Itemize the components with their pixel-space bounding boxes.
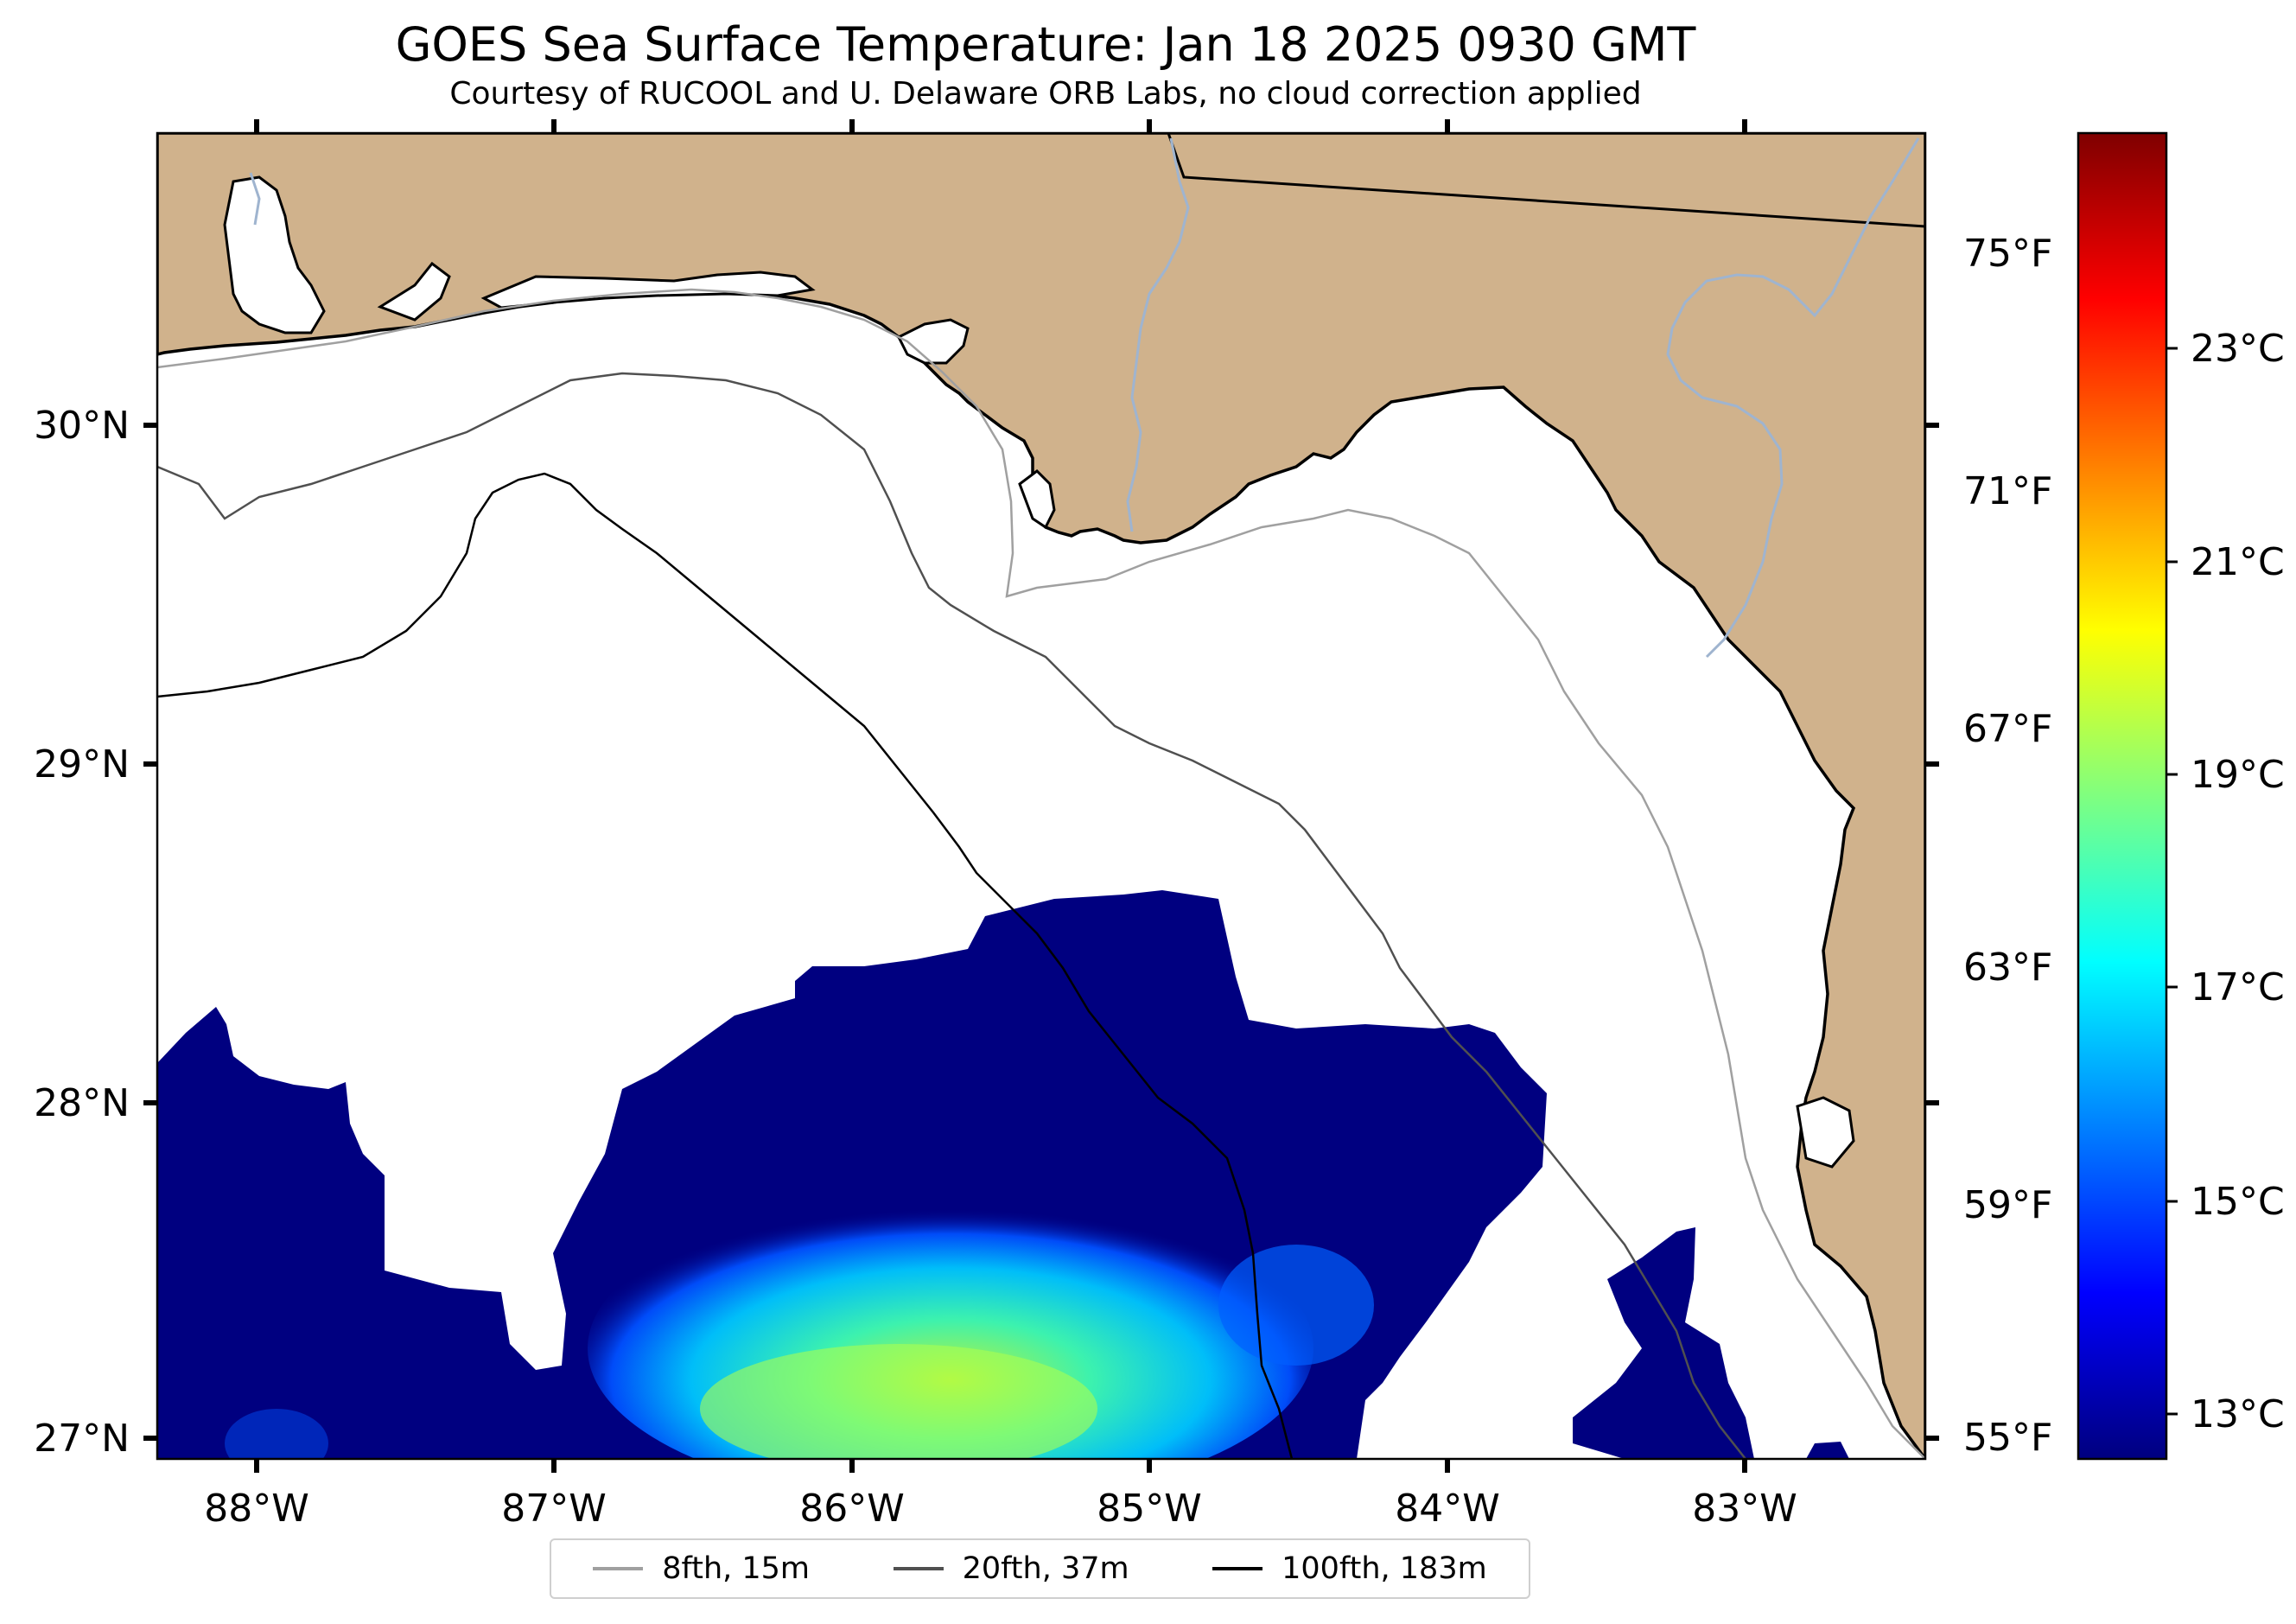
degC-label: 13°C (2191, 1392, 2285, 1436)
legend-swatch (593, 1567, 644, 1570)
degF-label: 55°F (1963, 1416, 2052, 1460)
sst-cool-edge (1218, 1245, 1374, 1366)
sst-cold-patch (1573, 1227, 1754, 1459)
florida-bay-west (1796, 1096, 1855, 1169)
sst-cold-patch-2 (1806, 1442, 1849, 1459)
isobath-legend: 8fth, 15m 20fth, 37m 100fth, 183m (550, 1538, 1530, 1599)
lat-label: 29°N (34, 742, 130, 787)
legend-item-20fth: 20fth, 37m (893, 1551, 1129, 1586)
isobath-20fth (157, 372, 1746, 1459)
lon-label: 85°W (1097, 1487, 1202, 1531)
legend-label: 100fth, 183m (1282, 1551, 1487, 1586)
legend-label: 8fth, 15m (662, 1551, 811, 1586)
degC-label: 21°C (2191, 540, 2285, 584)
legend-item-8fth: 8fth, 15m (593, 1551, 810, 1586)
lon-label: 86°W (799, 1487, 905, 1531)
mobile-bay (223, 175, 326, 334)
fahrenheit-labels: 75°F 71°F 67°F 63°F 59°F 55°F (1963, 232, 2052, 1460)
degF-label: 71°F (1963, 469, 2052, 513)
legend-swatch (1212, 1567, 1263, 1570)
lon-label: 83°W (1692, 1487, 1797, 1531)
degF-label: 63°F (1963, 946, 2052, 990)
isobath-100fth (157, 472, 1294, 1459)
degF-label: 67°F (1963, 707, 2052, 751)
degC-label: 17°C (2191, 965, 2285, 1009)
map-frame (156, 131, 1927, 1461)
colorbar (2077, 131, 2168, 1461)
legend-swatch (893, 1567, 944, 1570)
apalachicola-bay (1018, 469, 1056, 530)
pensacola-bay (377, 261, 451, 322)
colorbar-ticks (2166, 347, 2178, 1416)
rivers (249, 137, 1920, 659)
sst-warm-core (700, 1344, 1097, 1459)
lon-label: 84°W (1395, 1487, 1500, 1531)
latitude-labels: 30°N 29°N 28°N 27°N (34, 404, 130, 1461)
degC-label: 23°C (2191, 327, 2285, 371)
lon-label: 88°W (204, 1487, 309, 1531)
map-area (157, 133, 1925, 1459)
lat-label: 30°N (34, 404, 130, 448)
celsius-labels: 23°C 21°C 19°C 17°C 15°C 13°C (2191, 327, 2285, 1436)
legend-item-100fth: 100fth, 183m (1212, 1551, 1487, 1586)
sst-cool-edge-2 (225, 1409, 328, 1459)
major-ticks (143, 119, 1939, 1473)
map-title: GOES Sea Surface Temperature: Jan 18 202… (395, 17, 1696, 72)
isobath-8fth (157, 288, 1925, 1459)
lon-label: 87°W (501, 1487, 607, 1531)
degC-label: 19°C (2191, 753, 2285, 797)
legend-label: 20fth, 37m (962, 1551, 1129, 1586)
degC-label: 15°C (2191, 1180, 2285, 1224)
lat-label: 28°N (34, 1081, 130, 1125)
st-andrew-bay (896, 318, 970, 365)
map-subtitle: Courtesy of RUCOOL and U. Delaware ORB L… (449, 76, 1642, 111)
degF-label: 59°F (1963, 1183, 2052, 1227)
degF-label: 75°F (1963, 232, 2052, 276)
longitude-labels: 88°W 87°W 86°W 85°W 84°W 83°W (204, 1487, 1797, 1531)
lat-label: 27°N (34, 1417, 130, 1461)
